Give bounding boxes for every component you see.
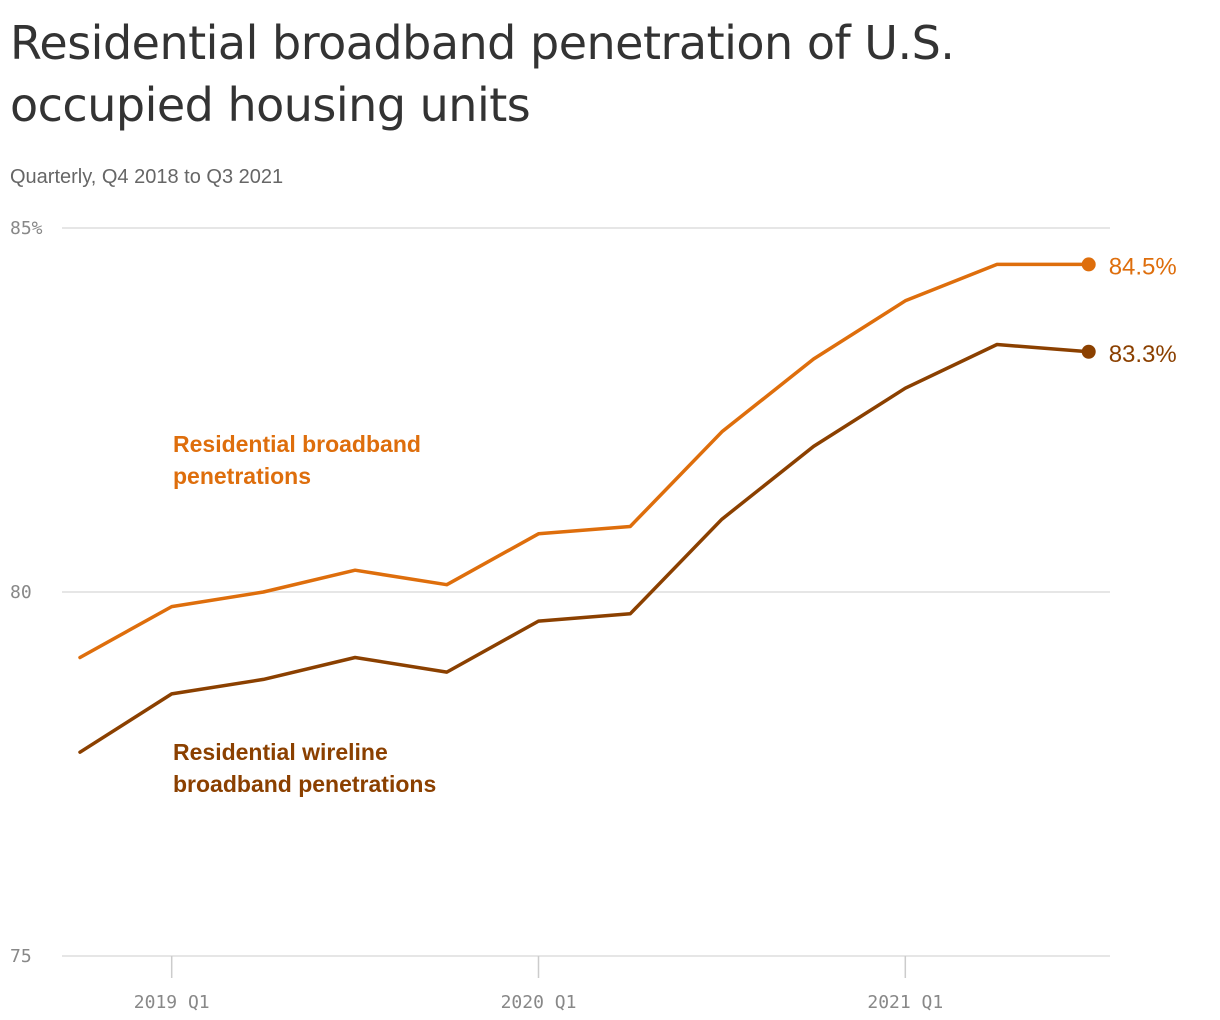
y-tick-label: 80	[10, 582, 32, 603]
gridlines	[62, 227, 1110, 957]
series-annotation-wireline: Residential wireline broadband penetrati…	[173, 739, 436, 797]
series-end-point-1	[1081, 344, 1096, 359]
series-end-label-1: 83.3%	[1109, 341, 1177, 368]
y-tick-label: 75	[10, 946, 32, 967]
x-tick-label: 2020 Q1	[501, 992, 577, 1013]
chart-title: Residential broadband penetration of U.S…	[10, 16, 955, 132]
x-axis-ticks: 2019 Q1 2020 Q1 2021 Q1	[134, 956, 943, 1013]
series-line-1	[78, 342, 1091, 754]
series-end-label-0: 84.5%	[1109, 253, 1177, 280]
series-annotation-broadband: Residential broadband penetrations	[173, 431, 427, 489]
y-tick-label: 85%	[10, 218, 43, 239]
x-tick-label: 2021 Q1	[867, 992, 943, 1013]
end-points	[1081, 257, 1096, 359]
y-axis-ticks: 85% 80 75	[10, 218, 43, 967]
series-end-point-0	[1081, 257, 1096, 272]
chart-subtitle: Quarterly, Q4 2018 to Q3 2021	[10, 166, 284, 188]
end-labels: 84.5% 83.3%	[1109, 253, 1177, 367]
series-lines	[78, 262, 1091, 754]
x-tick-label: 2019 Q1	[134, 992, 210, 1013]
series-line-0	[78, 262, 1091, 660]
